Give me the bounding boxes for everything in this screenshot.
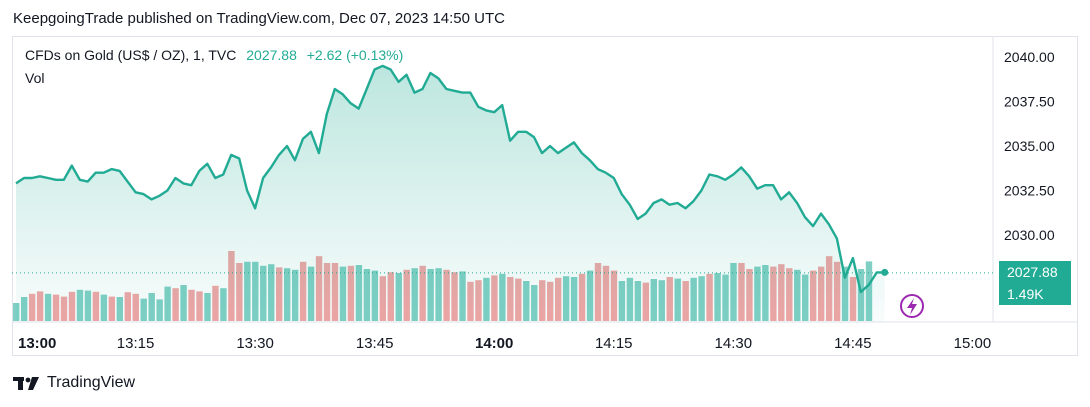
x-tick-label: 14:00 [475, 335, 513, 352]
footer-brand[interactable]: TradingView [13, 374, 135, 392]
axis-layer: 2030.00 2032.50 2035.00 2037.50 2040.00 13:00… [18, 49, 1055, 352]
x-tick-label: 14:30 [715, 335, 753, 352]
area-layer [16, 65, 885, 323]
legend-symbol: CFDs on Gold (US$ / OZ), 1, TVC [25, 47, 237, 63]
legend-change: +2.62 (+0.13%) [306, 47, 404, 63]
chart-frame[interactable] [12, 36, 1078, 356]
y-tick-label: 2035.00 [1004, 138, 1055, 154]
tradingview-logo-icon [13, 377, 39, 390]
x-tick-label: 13:15 [117, 335, 155, 352]
footer-brand-text: TradingView [47, 374, 136, 391]
last-volume-tag: 1.49K [999, 283, 1071, 306]
marker-layer [12, 268, 993, 318]
x-tick-label: 13:45 [356, 335, 394, 352]
chart-legend: CFDs on Gold (US$ / OZ), 1, TVC 2027.88 … [25, 47, 403, 63]
last-price-tag: 2027.88 [999, 261, 1071, 284]
x-tick-label: 13:30 [236, 335, 274, 352]
x-tick-label: 14:15 [595, 335, 633, 352]
y-tick-label: 2032.50 [1004, 183, 1055, 199]
y-tick-label: 2030.00 [1004, 227, 1055, 243]
legend-last-price: 2027.88 [246, 47, 297, 63]
price-area [16, 65, 885, 323]
last-price-dot [881, 268, 889, 276]
price-line [15, 64, 885, 294]
line-layer [15, 64, 885, 294]
lightning-event-icon[interactable] [900, 294, 924, 318]
publish-header: KeepgoingTrade published on TradingView.… [13, 10, 505, 27]
y-tick-label: 2037.50 [1004, 94, 1055, 110]
x-tick-label: 13:00 [18, 335, 56, 352]
x-tick-label: 14:45 [834, 335, 872, 352]
y-tick-label: 2040.00 [1004, 49, 1055, 65]
x-tick-label: 15:00 [954, 335, 992, 352]
volume-legend: Vol [25, 70, 45, 86]
